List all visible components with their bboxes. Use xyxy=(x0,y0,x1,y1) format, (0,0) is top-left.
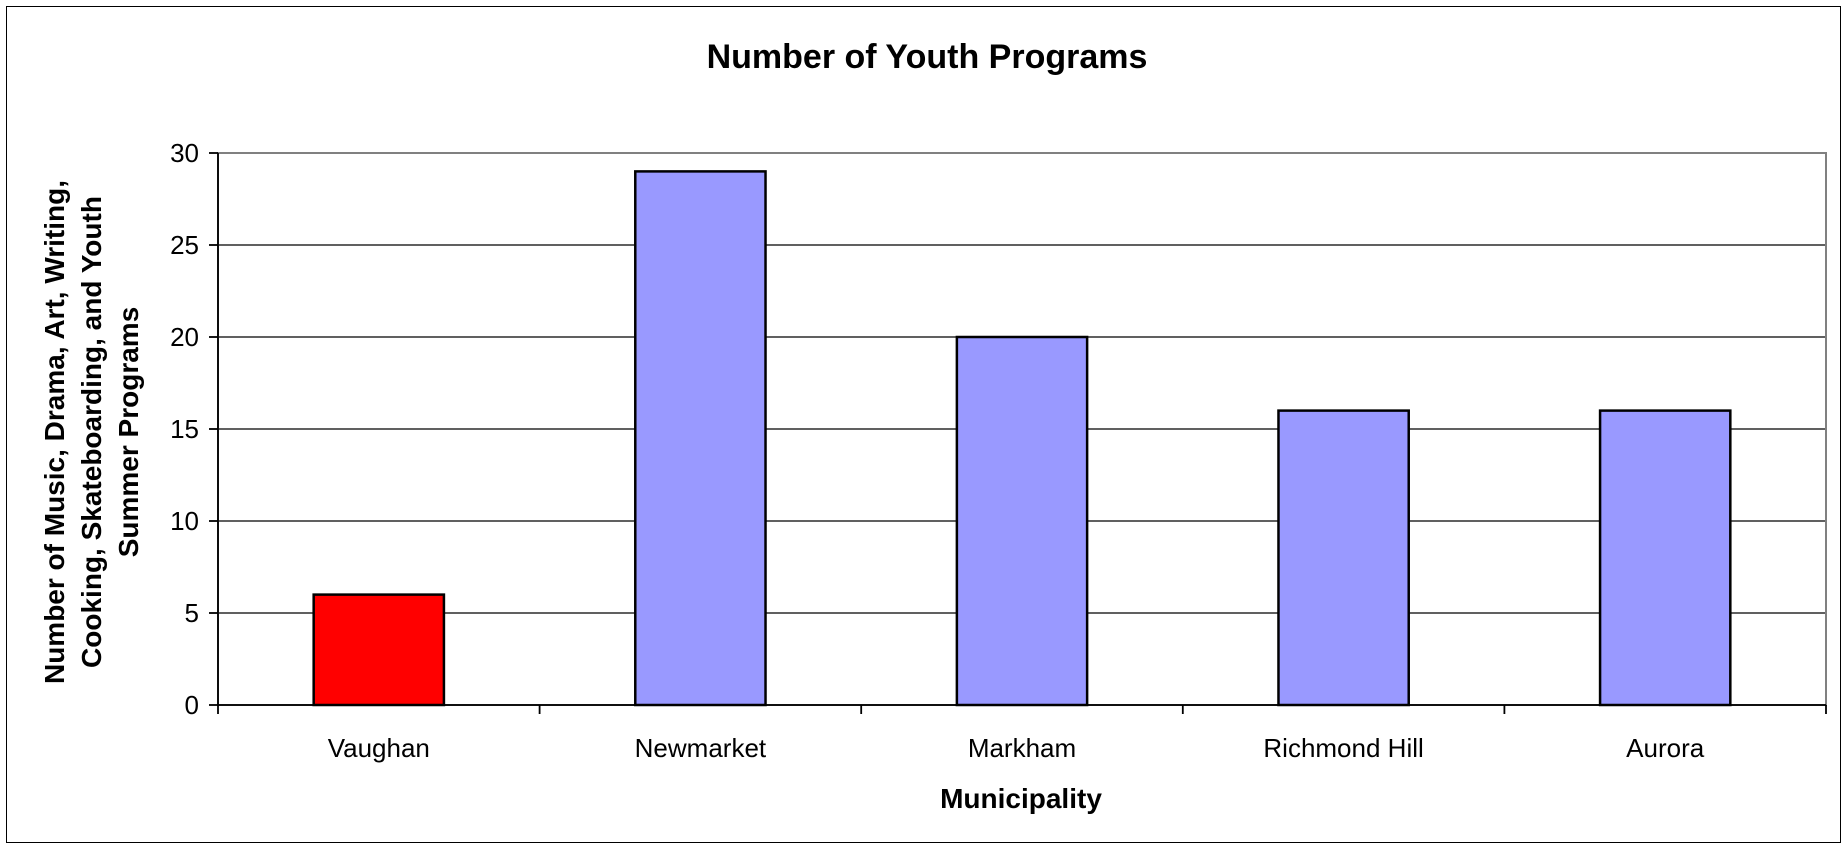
x-tick-label-markham: Markham xyxy=(968,733,1076,763)
y-axis-title-line-3: Summer Programs xyxy=(113,307,144,558)
bars xyxy=(312,170,1732,707)
y-tick-label-15: 15 xyxy=(170,414,199,444)
bar-aurora xyxy=(1598,409,1732,707)
bar-markham xyxy=(955,335,1089,707)
y-tick-label-20: 20 xyxy=(170,322,199,352)
y-axis-title-line-2: Cooking, Skateboarding, and Youth xyxy=(76,196,107,668)
y-tick-label-0: 0 xyxy=(185,690,199,720)
bar-newmarket xyxy=(634,170,767,707)
y-tick-label-25: 25 xyxy=(170,230,199,260)
chart-title: Number of Youth Programs xyxy=(707,38,1148,76)
y-axis-title-line-1: Number of Music, Drama, Art, Writing, xyxy=(39,180,70,684)
x-tick-label-richmond-hill: Richmond Hill xyxy=(1263,733,1423,763)
chart-frame xyxy=(6,6,1841,843)
axes xyxy=(209,152,1827,714)
x-tick-labels: Vaughan Newmarket Markham Richmond Hill Auro… xyxy=(328,733,1705,763)
x-tick-label-newmarket: Newmarket xyxy=(635,733,767,763)
bar-richmond-hill xyxy=(1277,409,1410,707)
y-axis-title: Number of Music, Drama, Art, Writing, Co… xyxy=(39,180,144,684)
y-tick-label-30: 30 xyxy=(170,138,199,168)
y-tick-label-5: 5 xyxy=(185,598,199,628)
x-tick-label-vaughan: Vaughan xyxy=(328,733,430,763)
x-axis-title: Municipality xyxy=(940,783,1102,814)
y-tick-labels: 0 5 10 15 20 25 30 xyxy=(170,138,199,720)
x-tick-label-aurora: Aurora xyxy=(1626,733,1705,763)
bar-vaughan xyxy=(312,593,446,707)
y-tick-label-10: 10 xyxy=(170,506,199,536)
